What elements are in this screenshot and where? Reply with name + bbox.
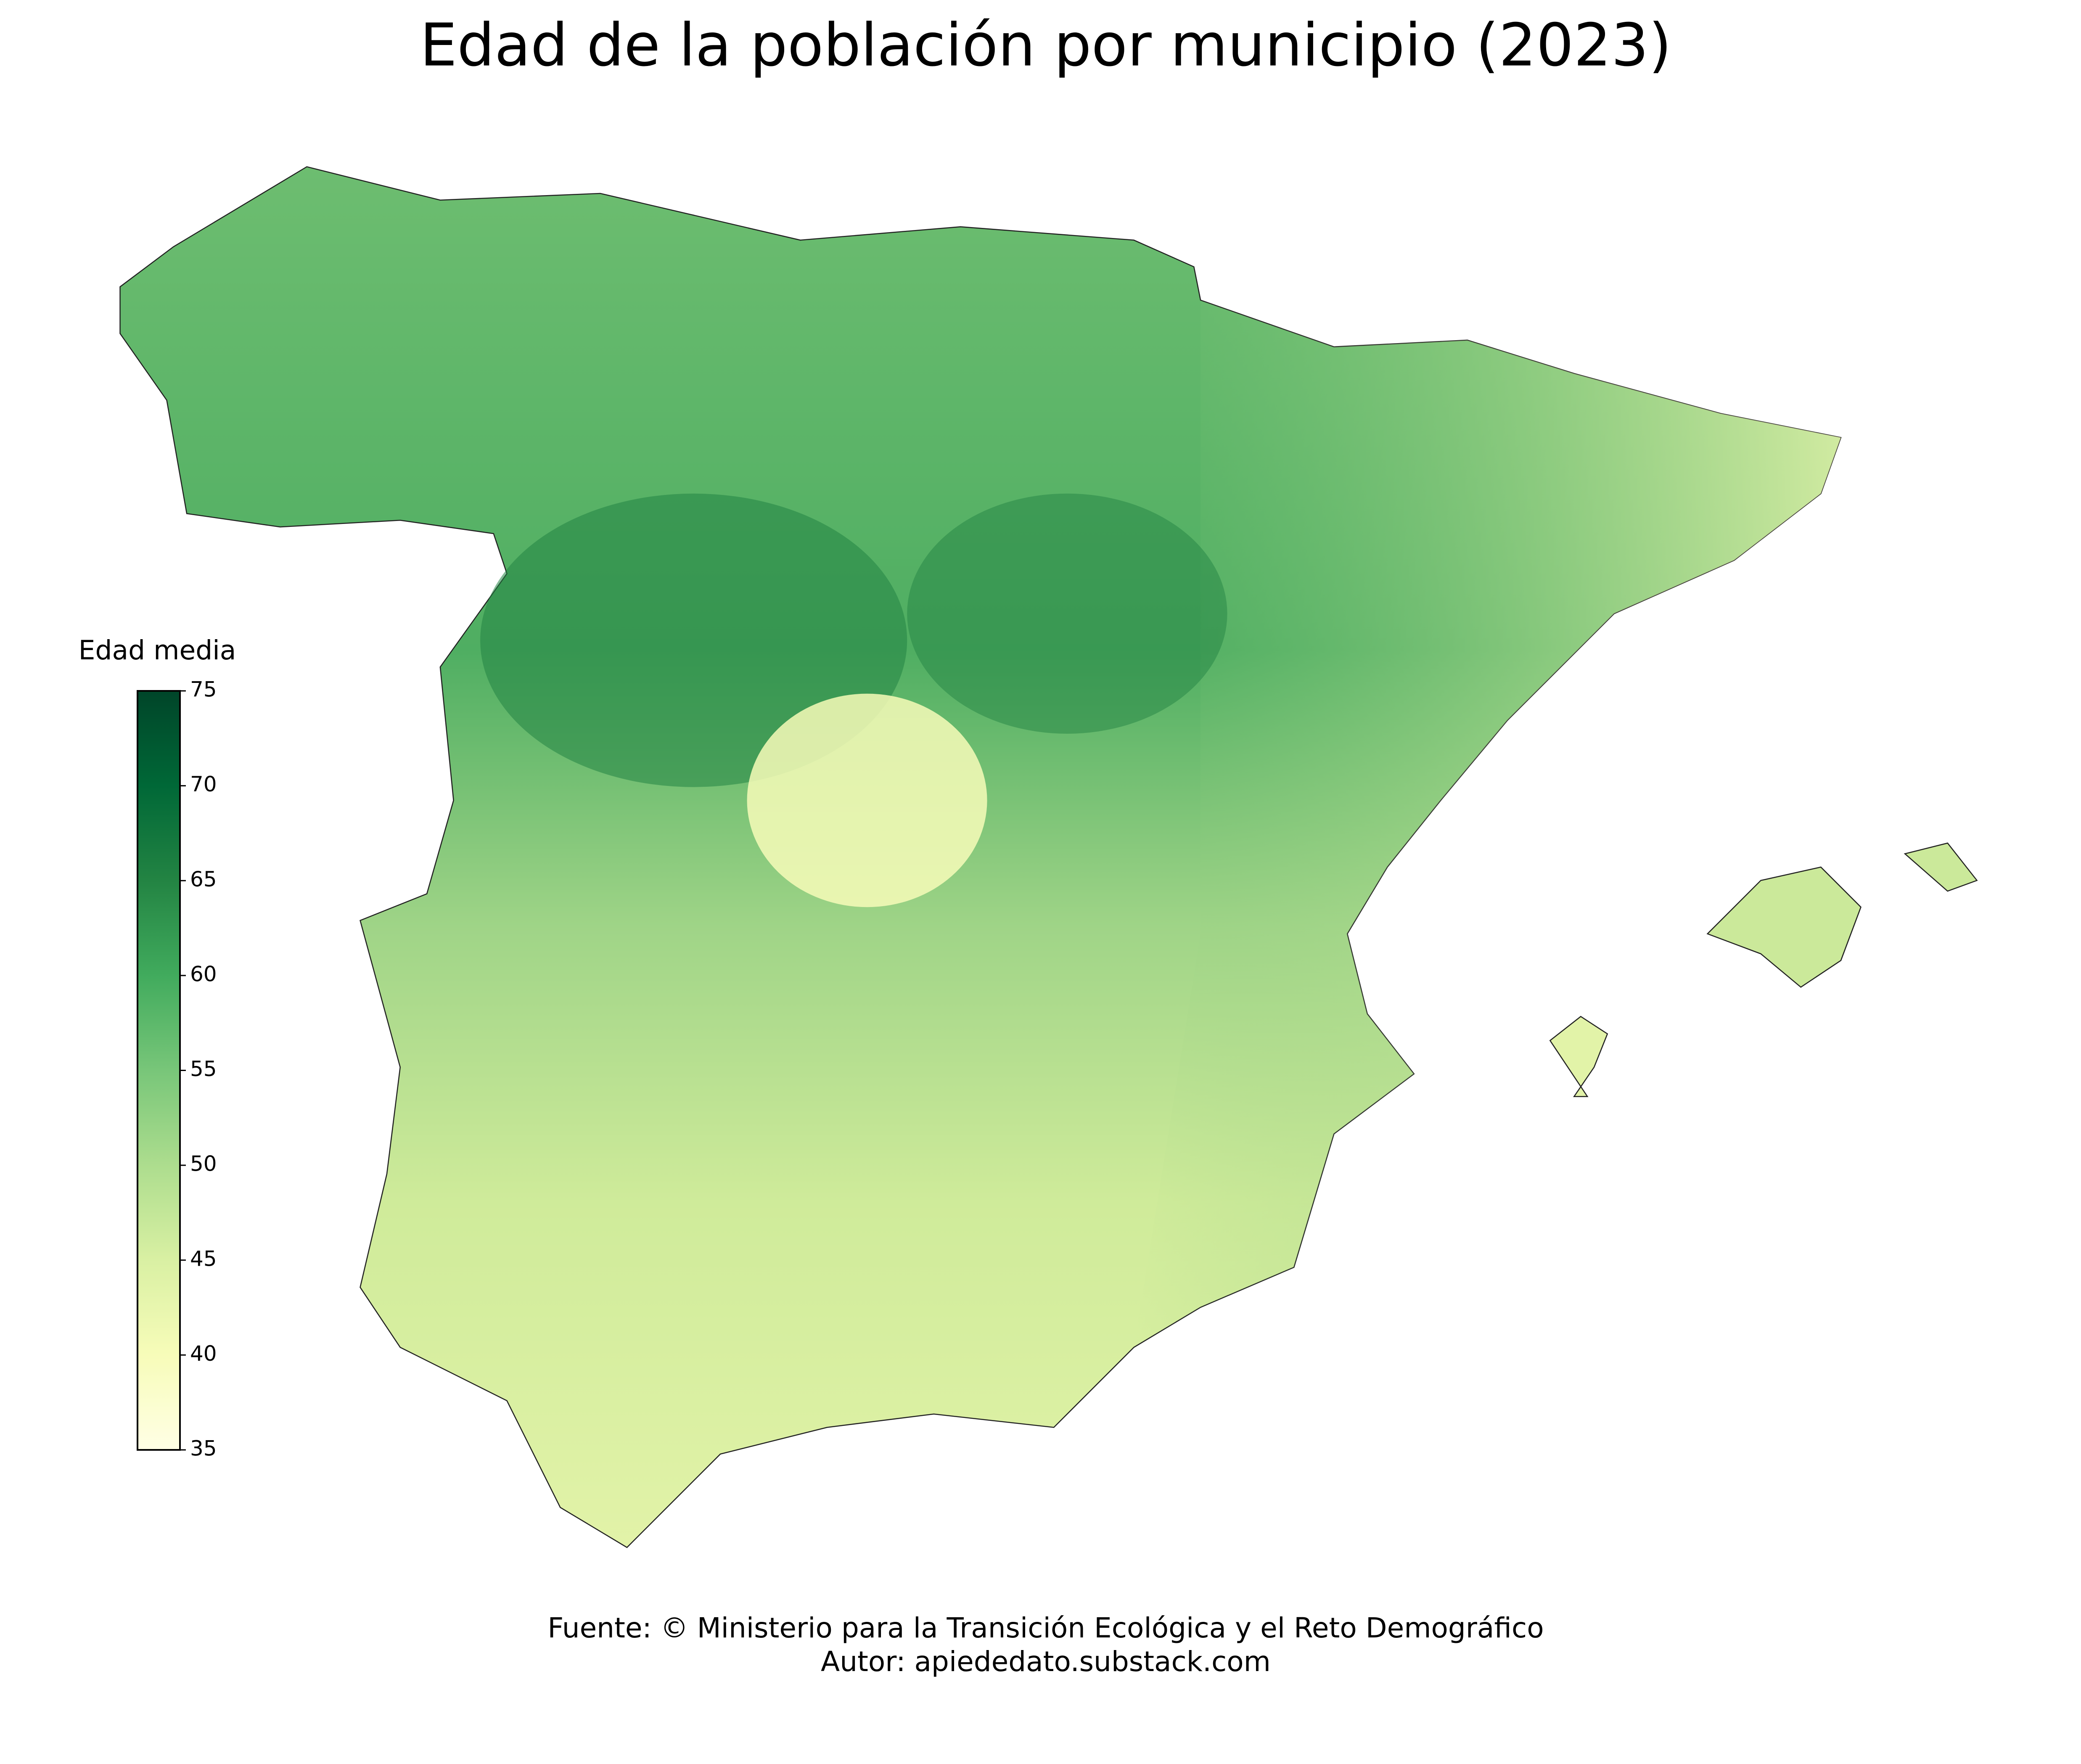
colorbar-fill: [137, 690, 181, 1451]
colorbar-tick-label: 55: [190, 1057, 217, 1081]
colorbar-tick-label: 75: [190, 677, 217, 702]
map: [119, 166, 1978, 1548]
author-note: Autor: apiededato.substack.com: [821, 1645, 1271, 1678]
island-mallorca: [1706, 866, 1862, 988]
colorbar-label: Edad media: [79, 635, 236, 666]
map-title: Edad de la población por municipio (2023…: [420, 11, 1672, 80]
source-note: Fuente: © Ministerio para la Transición …: [547, 1612, 1544, 1644]
colorbar: 35 40 45 50 55 60 65 70 75: [137, 677, 217, 1461]
colorbar-tick-label: 70: [190, 772, 217, 796]
east-tint: [1134, 300, 1841, 1348]
colorbar-tick-label: 60: [190, 962, 217, 986]
island-ibiza: [1549, 1016, 1608, 1097]
peninsula: [119, 166, 1842, 1548]
island-menorca: [1904, 842, 1978, 892]
colorbar-tick-label: 45: [190, 1246, 217, 1271]
colorbar-tick-label: 40: [190, 1341, 217, 1366]
colorbar-tick-label: 50: [190, 1152, 217, 1176]
dark-area: [907, 493, 1227, 734]
colorbar-tick-label: 65: [190, 867, 217, 891]
colorbar-tick-label: 35: [190, 1436, 217, 1461]
light-area: [747, 693, 987, 907]
